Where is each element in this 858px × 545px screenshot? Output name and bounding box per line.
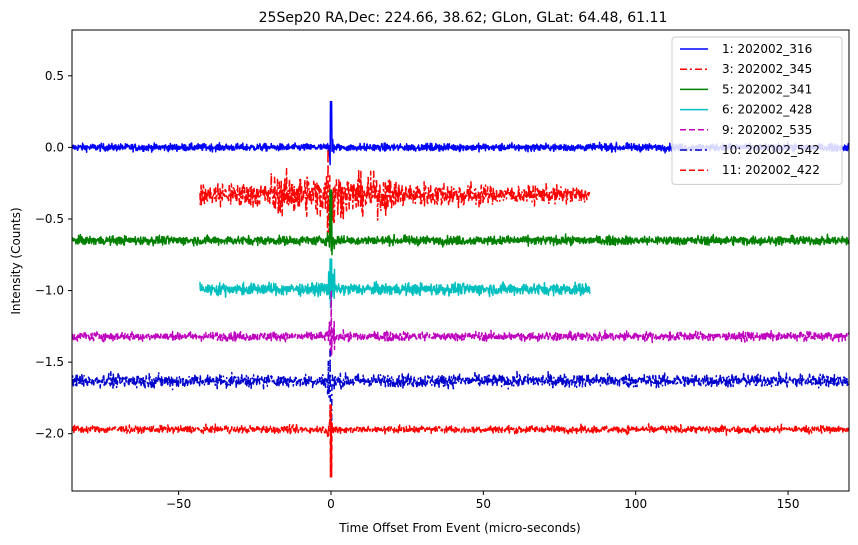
y-tick-label: 0.0 [45,140,64,154]
x-axis: −50 0 50 100 150 [166,491,800,511]
y-axis: 0.5 0.0 −0.5 −1.0 −1.5 −2.0 [35,69,72,441]
legend-label-4: 6: 202002_428 [722,103,812,117]
series-line-3 [72,189,849,256]
plot-frame [71,29,850,492]
y-tick-label: −0.5 [35,212,64,226]
legend: 1: 202002_316 3: 202002_345 5: 202002_341 6… [671,36,843,185]
legend-box [671,36,843,185]
series-line-5 [72,289,849,356]
series-line-2 [199,148,591,238]
plot-area [71,29,850,492]
y-tick-label: −2.0 [35,427,64,441]
x-axis-label: Time Offset From Event (micro-seconds) [338,521,580,535]
legend-label-1: 1: 202002_316 [722,42,812,56]
y-tick-label: −1.5 [35,355,64,369]
chart-title: 25Sep20 RA,Dec: 224.66, 38.62; GLon, GLa… [259,10,668,26]
x-tick-label: 100 [624,497,647,511]
y-tick-label: 0.5 [45,69,64,83]
x-tick-label: 150 [777,497,800,511]
legend-label-3: 5: 202002_341 [722,82,812,96]
x-tick-label: 50 [476,497,491,511]
series-line-4 [199,258,591,309]
legend-label-7: 11: 202002_422 [722,163,820,177]
series-line-7 [72,404,849,478]
x-tick-label: −50 [166,497,191,511]
series-line-6 [72,349,849,424]
legend-label-5: 9: 202002_535 [722,123,812,137]
legend-label-6: 10: 202002_542 [722,143,820,157]
legend-label-2: 3: 202002_345 [722,62,812,76]
y-axis-label: Intensity (Counts) [9,207,23,314]
y-tick-label: −1.0 [35,284,64,298]
x-tick-label: 0 [327,497,335,511]
